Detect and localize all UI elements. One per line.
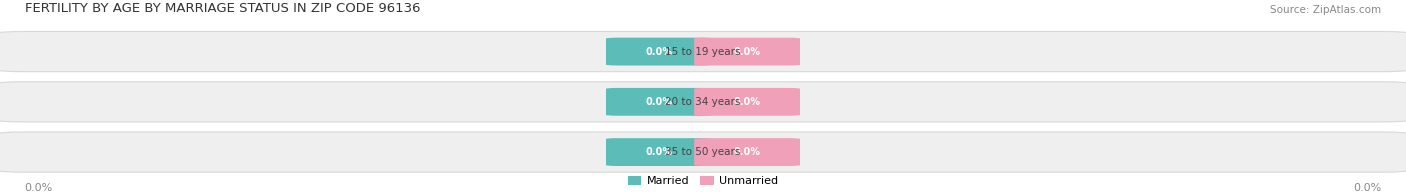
FancyBboxPatch shape <box>626 90 780 114</box>
Text: 0.0%: 0.0% <box>645 147 672 157</box>
FancyBboxPatch shape <box>695 38 800 65</box>
FancyBboxPatch shape <box>0 32 1406 72</box>
Text: 0.0%: 0.0% <box>24 183 53 193</box>
FancyBboxPatch shape <box>695 138 800 166</box>
Text: 0.0%: 0.0% <box>734 47 761 57</box>
Text: 0.0%: 0.0% <box>645 97 672 107</box>
Legend: Married, Unmarried: Married, Unmarried <box>623 171 783 191</box>
Text: FERTILITY BY AGE BY MARRIAGE STATUS IN ZIP CODE 96136: FERTILITY BY AGE BY MARRIAGE STATUS IN Z… <box>24 2 420 15</box>
FancyBboxPatch shape <box>0 132 1406 172</box>
Text: 20 to 34 years: 20 to 34 years <box>665 97 741 107</box>
FancyBboxPatch shape <box>626 140 780 164</box>
Text: 15 to 19 years: 15 to 19 years <box>665 47 741 57</box>
Text: 0.0%: 0.0% <box>645 47 672 57</box>
FancyBboxPatch shape <box>695 88 800 116</box>
Text: 35 to 50 years: 35 to 50 years <box>665 147 741 157</box>
Text: Source: ZipAtlas.com: Source: ZipAtlas.com <box>1270 5 1382 15</box>
FancyBboxPatch shape <box>626 39 780 64</box>
FancyBboxPatch shape <box>606 138 711 166</box>
Text: 0.0%: 0.0% <box>734 97 761 107</box>
FancyBboxPatch shape <box>0 82 1406 122</box>
Text: 0.0%: 0.0% <box>734 147 761 157</box>
Text: 0.0%: 0.0% <box>1353 183 1382 193</box>
FancyBboxPatch shape <box>606 88 711 116</box>
FancyBboxPatch shape <box>606 38 711 65</box>
